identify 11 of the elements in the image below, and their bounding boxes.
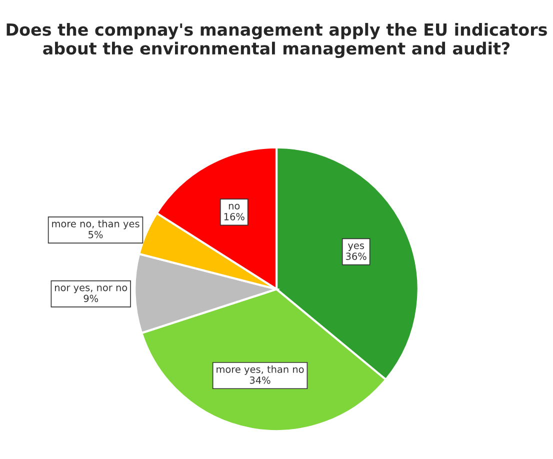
slice-label: yes <box>348 244 364 251</box>
slice-label: no <box>228 204 240 210</box>
data-label: 16% <box>224 213 244 220</box>
data-label: 9% <box>84 294 98 302</box>
chart-title: Does the compnay's management apply the EU indicators about the environmental management and audit? <box>6 22 547 58</box>
slice-label: more no, than yes <box>52 220 140 230</box>
slice-label: nor yes, nor no <box>55 286 128 294</box>
data-label: 5% <box>88 230 103 238</box>
slice-label: more yes, than no <box>216 365 304 375</box>
data-label: 34% <box>250 376 270 384</box>
data-label: 36% <box>346 252 366 260</box>
